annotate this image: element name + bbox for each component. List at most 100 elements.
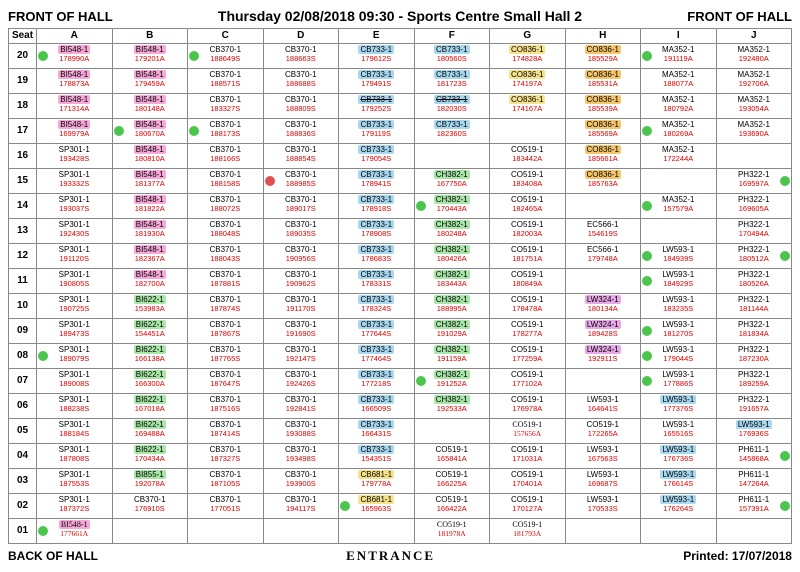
exam-code: CB681-1 bbox=[358, 470, 394, 479]
exam-code: BI548-1 bbox=[58, 45, 90, 54]
exam-code: CH382-1 bbox=[434, 345, 470, 354]
col-I: I bbox=[641, 29, 717, 44]
candidate-id: 164641S bbox=[588, 404, 618, 413]
seat-cell bbox=[339, 518, 415, 543]
candidate-id: 178873A bbox=[59, 79, 89, 88]
seat-cell: CO836-1174167A bbox=[490, 93, 566, 118]
exam-code: CB370-1 bbox=[132, 495, 168, 504]
exam-code: CB370-1 bbox=[283, 145, 319, 154]
seat-cell: CH382-1180248A bbox=[414, 218, 490, 243]
candidate-id: 176614S bbox=[663, 479, 693, 488]
seat-cell: LW324-1180134A bbox=[565, 293, 641, 318]
exam-code: BI622-1 bbox=[134, 370, 166, 379]
candidate-id: 188238S bbox=[59, 404, 89, 413]
seat-cell: CH382-1192533A bbox=[414, 393, 490, 418]
candidate-id: 171314A bbox=[59, 104, 89, 113]
exam-code: PH322-1 bbox=[736, 245, 772, 254]
candidate-id: 183443A bbox=[437, 279, 467, 288]
candidate-id: 188663S bbox=[286, 54, 316, 63]
seat-cell: LW324-1189428S bbox=[565, 318, 641, 343]
candidate-id: 187414S bbox=[210, 429, 240, 438]
col-C: C bbox=[188, 29, 264, 44]
seat-cell: LW324-1192911S bbox=[565, 343, 641, 368]
seat-cell: LW593-1165516S bbox=[641, 418, 717, 443]
seat-cell: CB370-1187414S bbox=[188, 418, 264, 443]
candidate-id: 183327S bbox=[210, 104, 240, 113]
candidate-id: 177661A bbox=[60, 529, 88, 538]
seat-cell: SP301-1190725S bbox=[37, 293, 113, 318]
seat-cell: CB733-1178331S bbox=[339, 268, 415, 293]
seat-cell: CB370-1177051S bbox=[188, 493, 264, 518]
seat-number: 10 bbox=[9, 293, 37, 318]
seat-cell: PH322-1189259A bbox=[716, 368, 792, 393]
seat-cell: CO519-1177102A bbox=[490, 368, 566, 393]
exam-code: SP301-1 bbox=[57, 445, 92, 454]
candidate-id: 193690A bbox=[739, 129, 769, 138]
seat-cell: CB370-1191690S bbox=[263, 318, 339, 343]
exam-code: SP301-1 bbox=[57, 420, 92, 429]
table-row: 09SP301-1189473SBI622-1154451ACB370-1187… bbox=[9, 318, 792, 343]
candidate-id: 185661A bbox=[588, 154, 618, 163]
seat-cell: CB370-1193088S bbox=[263, 418, 339, 443]
exam-code: BI548-1 bbox=[134, 145, 166, 154]
seat-number: 20 bbox=[9, 43, 37, 68]
candidate-id: 189079S bbox=[59, 354, 89, 363]
candidate-id: 179201A bbox=[135, 54, 165, 63]
seat-cell: CH382-1191029A bbox=[414, 318, 490, 343]
candidate-id: 166138A bbox=[135, 354, 165, 363]
exam-code: CB370-1 bbox=[207, 95, 243, 104]
seat-cell: BI622-1153983A bbox=[112, 293, 188, 318]
seat-cell: CB733-1178683S bbox=[339, 243, 415, 268]
exam-code: CO519-1 bbox=[509, 245, 545, 254]
seat-cell: CB370-1188571S bbox=[188, 68, 264, 93]
exam-code: CB733-1 bbox=[434, 45, 470, 54]
seat-cell: BI548-1181930A bbox=[112, 218, 188, 243]
table-row: 06SP301-1188238SBI622-1167018ACB370-1187… bbox=[9, 393, 792, 418]
seat-number: 01 bbox=[9, 518, 37, 543]
exam-code: CB370-1 bbox=[207, 320, 243, 329]
seat-cell: CB370-1191170S bbox=[263, 293, 339, 318]
table-row: 14SP301-1193037SBI548-1181822ACB370-1188… bbox=[9, 193, 792, 218]
candidate-id: 192533A bbox=[437, 404, 467, 413]
exam-code: CO836-1 bbox=[585, 170, 621, 179]
exam-code: BI548-1 bbox=[134, 245, 166, 254]
seat-cell: CB733-1177464S bbox=[339, 343, 415, 368]
seat-cell: BI622-1154451A bbox=[112, 318, 188, 343]
candidate-id: 180792A bbox=[663, 104, 693, 113]
candidate-id: 193900S bbox=[286, 479, 316, 488]
candidate-id: 179054S bbox=[361, 154, 391, 163]
seat-cell: CB370-1192147S bbox=[263, 343, 339, 368]
candidate-id: 192078A bbox=[135, 479, 165, 488]
candidate-id: 176736S bbox=[663, 454, 693, 463]
candidate-id: 176978A bbox=[512, 404, 542, 413]
seat-cell: CB733-1179491S bbox=[339, 68, 415, 93]
candidate-id: 177102A bbox=[512, 379, 542, 388]
candidate-id: 170434A bbox=[135, 454, 165, 463]
seat-cell: SP301-1188184S bbox=[37, 418, 113, 443]
candidate-id: 194117S bbox=[286, 504, 315, 513]
exam-code: CB370-1 bbox=[207, 295, 243, 304]
exam-code: MA352-1 bbox=[660, 70, 696, 79]
status-dot bbox=[642, 251, 652, 261]
candidate-id: 181793A bbox=[513, 529, 541, 538]
seat-cell: MA352-1180269A bbox=[641, 118, 717, 143]
seat-number: 03 bbox=[9, 468, 37, 493]
candidate-id: 187881S bbox=[210, 279, 240, 288]
seat-cell: BI548-1182367A bbox=[112, 243, 188, 268]
candidate-id: 191159A bbox=[437, 354, 466, 363]
candidate-id: 193037S bbox=[59, 204, 89, 213]
seat-number: 15 bbox=[9, 168, 37, 193]
status-dot bbox=[642, 276, 652, 286]
candidate-id: 166300A bbox=[135, 379, 165, 388]
candidate-id: 188985S bbox=[286, 179, 316, 188]
exam-code: PH611-1 bbox=[736, 445, 771, 454]
candidate-id: 180810A bbox=[135, 154, 165, 163]
exam-code: PH322-1 bbox=[736, 320, 772, 329]
exam-code: BI622-1 bbox=[134, 445, 166, 454]
candidate-id: 187765S bbox=[210, 354, 240, 363]
seat-cell: CB370-1188649S bbox=[188, 43, 264, 68]
seat-cell: CB370-1189035S bbox=[263, 218, 339, 243]
seat-cell: BI855-1192078A bbox=[112, 468, 188, 493]
exam-code: PH611-1 bbox=[736, 495, 771, 504]
exam-code: LW324-1 bbox=[585, 345, 621, 354]
